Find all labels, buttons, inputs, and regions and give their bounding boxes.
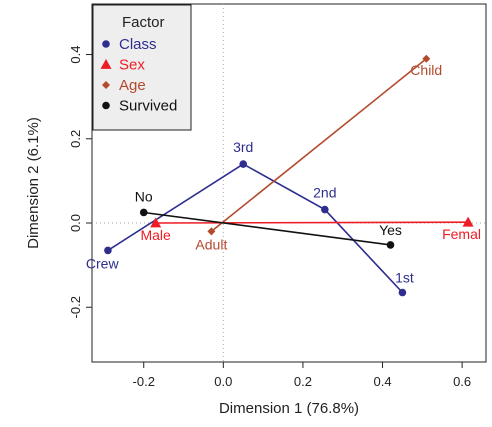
point-sex-femal bbox=[462, 216, 474, 227]
point-label-survived-yes: Yes bbox=[379, 222, 402, 238]
y-tick-label: -0.2 bbox=[68, 296, 83, 318]
point-label-class-2nd: 2nd bbox=[313, 185, 336, 201]
x-tick-label: -0.2 bbox=[133, 374, 155, 389]
legend-marker-class bbox=[102, 40, 110, 48]
point-age-child bbox=[422, 54, 431, 63]
legend-label-age: Age bbox=[119, 77, 146, 94]
legend-title: Factor bbox=[122, 14, 165, 31]
point-label-class-crew: Crew bbox=[86, 255, 120, 271]
point-label-class-3rd: 3rd bbox=[233, 139, 253, 155]
y-tick-label: 0.2 bbox=[68, 130, 83, 148]
y-tick-label: 0.4 bbox=[68, 46, 83, 64]
point-survived-no bbox=[139, 208, 148, 217]
x-tick-label: 0.2 bbox=[294, 374, 312, 389]
legend-label-sex: Sex bbox=[119, 57, 145, 74]
point-survived-yes bbox=[386, 241, 395, 249]
point-label-survived-no: No bbox=[135, 188, 153, 204]
point-sex-male bbox=[150, 217, 162, 228]
point-label-sex-male: Male bbox=[140, 227, 171, 243]
series-line-sex bbox=[155, 221, 469, 224]
y-tick-label: 0.0 bbox=[68, 214, 83, 232]
point-class-2nd bbox=[321, 205, 329, 214]
plot-frame bbox=[91, 3, 487, 363]
legend-marker-age bbox=[102, 81, 110, 89]
legend-label-class: Class bbox=[119, 36, 157, 53]
x-axis-title: Dimension 1 (76.8%) bbox=[219, 400, 359, 417]
legend-marker-sex bbox=[100, 59, 112, 69]
x-tick-label: 0.4 bbox=[373, 374, 391, 389]
x-tick-label: 0.6 bbox=[453, 374, 471, 389]
point-label-class-1st: 1st bbox=[395, 270, 414, 286]
legend-label-survived: Survived bbox=[119, 98, 177, 115]
y-axis-title: Dimension 2 (6.1%) bbox=[25, 117, 42, 249]
series-line-survived bbox=[143, 211, 391, 246]
point-label-age-child: Child bbox=[410, 62, 442, 78]
point-label-age-adult: Adult bbox=[195, 236, 227, 252]
series-line-class bbox=[107, 163, 404, 294]
point-class-3rd bbox=[239, 160, 248, 168]
point-age-adult bbox=[207, 227, 216, 236]
point-label-sex-femal: Femal bbox=[442, 226, 481, 242]
x-tick-label: 0.0 bbox=[214, 374, 232, 389]
point-class-crew bbox=[104, 246, 112, 255]
legend-marker-survived bbox=[102, 101, 110, 110]
series-line-age bbox=[210, 58, 427, 233]
point-class-1st bbox=[398, 288, 407, 297]
